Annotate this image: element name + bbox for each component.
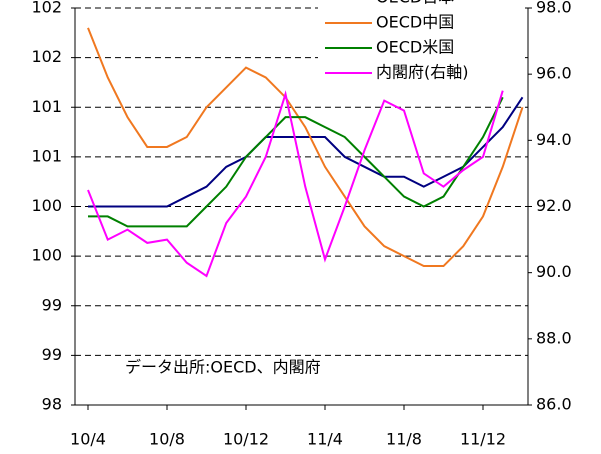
y2-tick-label: 96.0 [536,64,572,83]
x-tick-label: 10/8 [149,430,185,449]
y2-tick-label: 88.0 [536,328,572,347]
x-tick-label: 10/12 [223,430,269,449]
series-line [87,90,504,278]
y-tick-label: 101 [31,97,62,116]
y-tick-label: 100 [31,196,62,215]
x-tick-label: 11/8 [386,430,422,449]
y-tick-label: 99 [42,345,62,364]
series-line [87,27,524,268]
legend-label: OECD日本 [376,0,454,7]
x-tick-label: 10/4 [70,430,106,449]
legend-label: OECD中国 [376,13,454,32]
y-tick-label: 98 [42,395,62,414]
y2-tick-label: 86.0 [536,395,572,414]
series-line [88,96,504,228]
y2-tick-label: 98.0 [536,0,572,17]
y2-tick-label: 94.0 [536,130,572,149]
x-tick-label: 11/4 [307,430,343,449]
series-line [88,96,524,208]
y-tick-label: 102 [31,47,62,66]
legend-label: 内閣府(右軸) [376,63,469,82]
legend-label: OECD米国 [376,38,454,57]
y2-tick-label: 92.0 [536,196,572,215]
y-tick-label: 99 [42,295,62,314]
y2-tick-label: 90.0 [536,262,572,281]
y-tick-label: 100 [31,246,62,265]
y-tick-label: 101 [31,146,62,165]
x-tick-label: 11/12 [460,430,506,449]
y-tick-label: 102 [31,0,62,17]
annotation: データ出所:OECD、内閣府 [125,358,321,377]
